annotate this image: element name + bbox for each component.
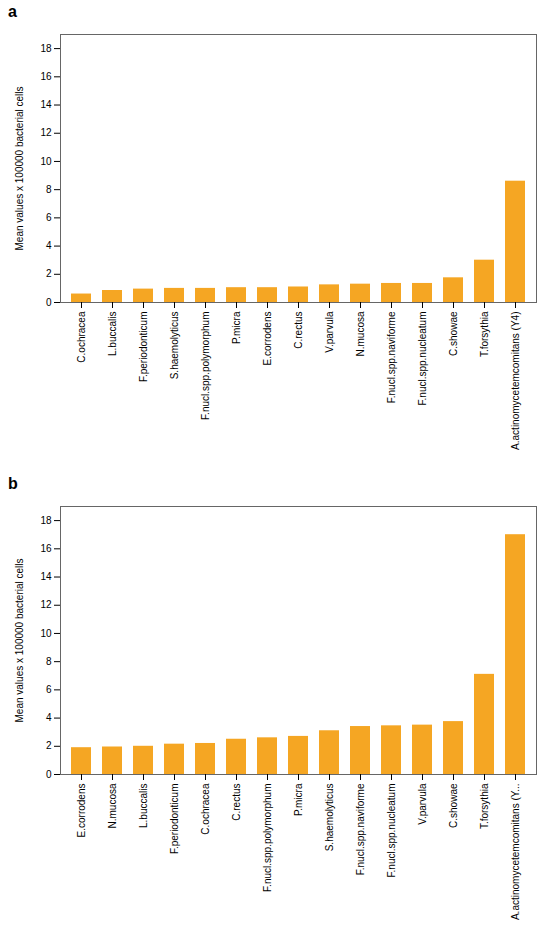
- svg-text:12: 12: [40, 127, 52, 138]
- svg-text:12: 12: [40, 599, 52, 610]
- svg-text:L.buccalis: L.buccalis: [138, 784, 149, 828]
- svg-text:F.periodonticum: F.periodonticum: [138, 312, 149, 383]
- svg-text:18: 18: [40, 43, 52, 54]
- svg-text:L.buccalis: L.buccalis: [107, 312, 118, 356]
- html-text:a: a: [8, 3, 17, 20]
- svg-text:2: 2: [46, 268, 52, 279]
- svg-text:A.actinomycetemcomitans (Y4): A.actinomycetemcomitans (Y4): [510, 312, 521, 450]
- svg-text:F.nucl.spp.nucleatum: F.nucl.spp.nucleatum: [386, 784, 397, 878]
- html-text:b: b: [8, 475, 18, 492]
- svg-text:4: 4: [46, 240, 52, 251]
- svg-text:P.micra: P.micra: [293, 783, 304, 816]
- svg-text:F.nucl.spp.polymorphum: F.nucl.spp.polymorphum: [262, 784, 273, 892]
- svg-text:S.haemolyticus: S.haemolyticus: [169, 312, 180, 380]
- svg-text:4: 4: [46, 712, 52, 723]
- svg-text:14: 14: [40, 571, 52, 582]
- svg-text:E.corrodens: E.corrodens: [262, 312, 273, 366]
- svg-text:T.forsythia: T.forsythia: [479, 311, 490, 357]
- svg-text:F.nucl.spp.naviforme: F.nucl.spp.naviforme: [386, 311, 397, 403]
- svg-text:F.periodonticum: F.periodonticum: [169, 784, 180, 855]
- svg-text:A.actinomycetemcomitans (Y...: A.actinomycetemcomitans (Y...: [510, 784, 521, 921]
- svg-text:C.showae: C.showae: [448, 783, 459, 828]
- svg-text:N.mucosa: N.mucosa: [355, 311, 366, 356]
- svg-text:10: 10: [40, 628, 52, 639]
- svg-text:Mean values x 100000 bacterial: Mean values x 100000 bacterial cells: [14, 559, 25, 723]
- svg-text:P.micra: P.micra: [231, 311, 242, 344]
- svg-text:Mean values x 100000 bacterial: Mean values x 100000 bacterial cells: [14, 87, 25, 251]
- svg-text:2: 2: [46, 740, 52, 751]
- svg-text:8: 8: [46, 656, 52, 667]
- svg-text:C.ochracea: C.ochracea: [76, 311, 87, 363]
- svg-text:C.rectus: C.rectus: [231, 784, 242, 821]
- svg-text:16: 16: [40, 71, 52, 82]
- svg-text:C.rectus: C.rectus: [293, 312, 304, 349]
- svg-text:16: 16: [40, 543, 52, 554]
- svg-text:8: 8: [46, 184, 52, 195]
- svg-text:0: 0: [46, 297, 52, 308]
- svg-text:10: 10: [40, 156, 52, 167]
- svg-text:18: 18: [40, 515, 52, 526]
- svg-text:T.forsythia: T.forsythia: [479, 783, 490, 829]
- svg-text:6: 6: [46, 212, 52, 223]
- svg-text:F.nucl.spp.naviforme: F.nucl.spp.naviforme: [355, 783, 366, 875]
- svg-text:F.nucl.spp.polymorphum: F.nucl.spp.polymorphum: [200, 312, 211, 420]
- svg-text:S.haemolyticus: S.haemolyticus: [324, 784, 335, 852]
- svg-text:E.corrodens: E.corrodens: [76, 784, 87, 838]
- svg-text:6: 6: [46, 684, 52, 695]
- svg-text:V.parvula: V.parvula: [324, 311, 335, 353]
- svg-text:0: 0: [46, 769, 52, 780]
- svg-text:V.parvula: V.parvula: [417, 783, 428, 825]
- svg-text:C.showae: C.showae: [448, 311, 459, 356]
- svg-text:N.mucosa: N.mucosa: [107, 783, 118, 828]
- svg-text:14: 14: [40, 99, 52, 110]
- svg-text:F.nucl.spp.nucleatum: F.nucl.spp.nucleatum: [417, 312, 428, 406]
- svg-text:C.ochracea: C.ochracea: [200, 783, 211, 835]
